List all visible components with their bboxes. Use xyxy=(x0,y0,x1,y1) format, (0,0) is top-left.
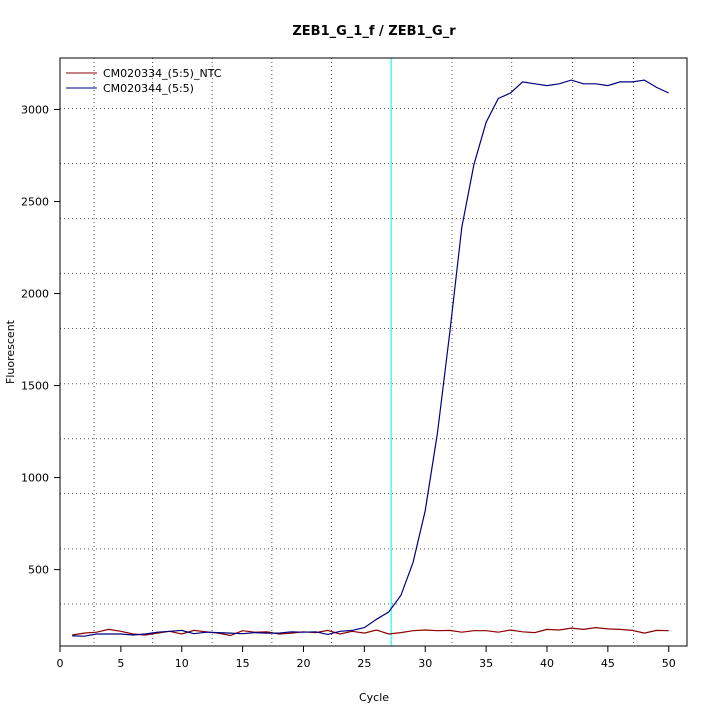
x-axis-label: Cycle xyxy=(359,691,389,704)
y-tick-label-5: 3000 xyxy=(21,104,49,117)
y-tick-label-1: 1000 xyxy=(21,472,49,485)
x-tick-label-9: 45 xyxy=(601,657,615,670)
legend-entry-sample: CM020344_(5:5) xyxy=(103,82,194,95)
y-tick-label-0: 500 xyxy=(28,564,49,577)
series-line-1 xyxy=(72,79,669,637)
x-tick-label-0: 0 xyxy=(57,657,64,670)
x-tick-label-1: 5 xyxy=(117,657,124,670)
x-tick-label-7: 35 xyxy=(479,657,493,670)
chart-title: ZEB1_G_1_f / ZEB1_G_r xyxy=(292,24,456,39)
x-tick-label-5: 25 xyxy=(357,657,371,670)
series-lines xyxy=(72,79,669,637)
x-tick-label-2: 10 xyxy=(175,657,189,670)
x-tick-label-4: 20 xyxy=(296,657,310,670)
grid-lines xyxy=(60,58,687,646)
x-tick-label-8: 40 xyxy=(540,657,554,670)
legend-entry-ntc: CM020334_(5:5)_NTC xyxy=(103,67,222,80)
x-tick-label-6: 30 xyxy=(418,657,432,670)
y-tick-label-3: 2000 xyxy=(21,288,49,301)
x-tick-label-3: 15 xyxy=(236,657,250,670)
plot-frame xyxy=(59,57,688,647)
y-tick-label-4: 2500 xyxy=(21,196,49,209)
y-tick-label-2: 1500 xyxy=(21,380,49,393)
legend: CM020334_(5:5)_NTC CM020344_(5:5) xyxy=(66,67,222,95)
y-axis: 500 1000 1500 2000 2500 3000 xyxy=(21,104,60,577)
x-tick-label-10: 50 xyxy=(662,657,676,670)
x-axis: 0 5 10 15 20 25 30 35 40 45 50 xyxy=(57,646,676,670)
y-axis-label: Fluorescent xyxy=(4,319,17,384)
